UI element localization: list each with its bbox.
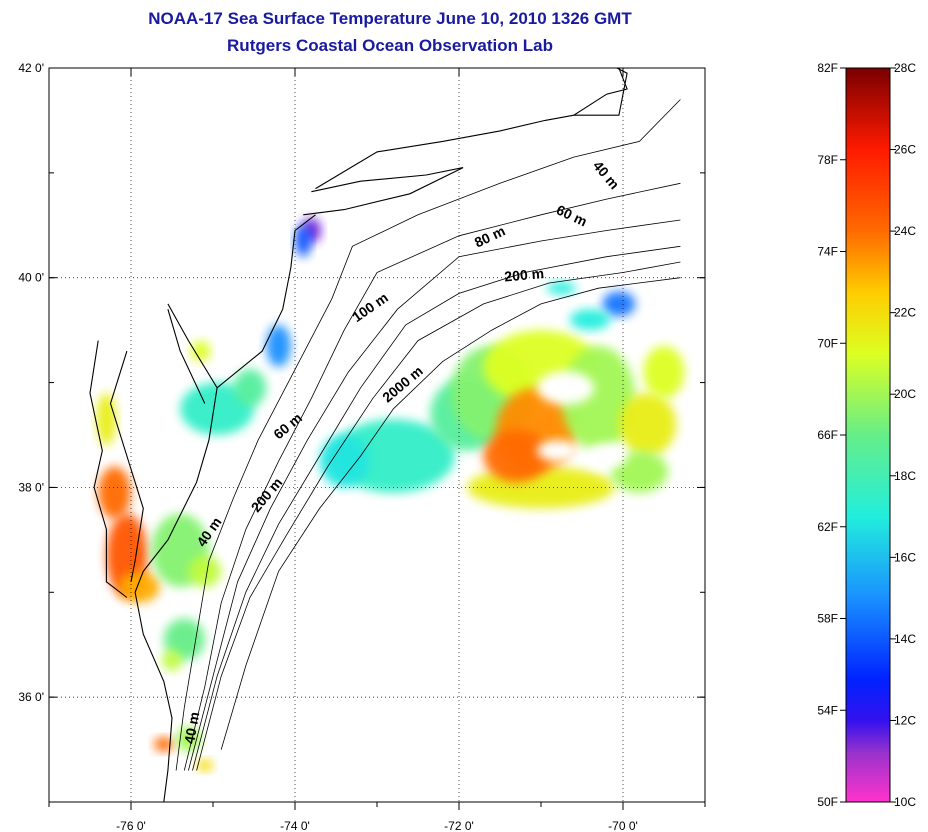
colorbar-bar — [845, 67, 891, 803]
colorbar-f-label: 66F — [817, 428, 838, 442]
coastline-cape-cod — [573, 68, 628, 116]
contour-label: 100 m — [349, 289, 391, 325]
colorbar-c-label: 24C — [894, 224, 916, 238]
sst-patch-slope-cyan-west-b — [319, 435, 369, 488]
colorbar-c-label: 18C — [894, 469, 916, 483]
sst-patch-nj-shelf-patch — [266, 324, 291, 367]
sst-patch-chesapeake-mouth — [118, 571, 160, 603]
cloud-gap — [586, 443, 628, 469]
colorbar-c-label: 26C — [894, 143, 916, 157]
y-tick-label: 40 0' — [18, 271, 44, 285]
colorbar-c-label: 10C — [894, 795, 916, 809]
sst-patch-east-yellow — [618, 393, 677, 456]
x-tick-label: -76 0' — [116, 819, 146, 832]
colorbar-f-label: 50F — [817, 795, 838, 809]
colorbar-c-label: 14C — [894, 632, 916, 646]
sst-patch-hatteras-warm — [153, 736, 174, 752]
sst-patch-virginia-shelf-b — [188, 555, 222, 588]
coastline-delaware-bay-east — [167, 303, 218, 389]
map-title: NOAA-17 Sea Surface Temperature June 10,… — [148, 9, 632, 28]
sst-layer — [96, 217, 685, 772]
contour-label: 200 m — [248, 474, 286, 515]
colorbar-f-label: 70F — [817, 336, 838, 350]
sst-patch-east-green — [561, 345, 636, 451]
sst-patch-hatteras-yellow — [196, 759, 213, 772]
x-tick-label: -74 0' — [280, 819, 310, 832]
sst-patch-south-shelf-cyan — [546, 281, 577, 295]
cloud-layer — [536, 371, 628, 469]
contour-label: 60 m — [554, 202, 590, 230]
colorbar-c-label: 22C — [894, 306, 916, 320]
axis-ticks: -76 0' -74 0' -72 0' -70 0' 42 0' 40 0' 38 0' 3… — [18, 61, 706, 832]
contour-label: 40 m — [181, 711, 202, 745]
sst-patch-delmarva-shelf-b — [233, 368, 267, 407]
cloud-gap — [536, 371, 595, 405]
isobath-layer — [175, 99, 681, 771]
isobath-60m — [183, 182, 681, 771]
sst-patch-nj-coast-cold — [295, 225, 312, 257]
sst-patch-east-yellow-b — [643, 345, 685, 399]
isobath-80m — [188, 219, 681, 771]
sst-patch-shelf-break-cyan — [569, 309, 611, 331]
contour-label: 60 m — [270, 410, 305, 443]
isobath-200m — [196, 261, 681, 771]
colorbar-c-label: 16C — [894, 550, 916, 564]
sst-patch-delaware-bay-mouth — [190, 340, 211, 362]
colorbar-f-label: 78F — [817, 153, 838, 167]
cloud-gap — [536, 440, 578, 462]
x-tick-label: -70 0' — [608, 819, 638, 832]
coastline-mainland — [134, 214, 316, 802]
isobath-100m — [192, 245, 681, 771]
colorbar-c-label: 20C — [894, 387, 916, 401]
sst-patch-shelf-break-blue — [602, 291, 636, 317]
contour-label: 200 m — [504, 265, 545, 284]
contour-label: 80 m — [472, 222, 508, 250]
colorbar-f-label: 74F — [817, 245, 838, 259]
y-tick-label: 42 0' — [18, 61, 44, 75]
colorbar-f-label: 54F — [817, 703, 838, 717]
colorbar-f-label: 62F — [817, 520, 838, 534]
sst-patch-va-south-shelf — [163, 618, 205, 661]
y-tick-label: 36 0' — [18, 690, 44, 704]
coastline-new-england — [315, 68, 628, 190]
map-subtitle: Rutgers Coastal Ocean Observation Lab — [227, 36, 553, 55]
colorbar: 82F 78F 74F 70F 66F 62F 58F 54F 50F 28C 26C 24C 22C 2… — [817, 61, 916, 809]
coastline-chesapeake-east — [109, 350, 144, 582]
isobath-2000m — [220, 277, 681, 750]
colorbar-c-label: 12C — [894, 713, 916, 727]
sst-patch-chesapeake-mid — [98, 466, 131, 519]
colorbar-f-label: 58F — [817, 612, 838, 626]
sst-patch-va-south-shelf-b — [162, 649, 182, 671]
colorbar-c-label: 28C — [894, 61, 916, 75]
colorbar-f-label: 82F — [817, 61, 838, 75]
coastline-chesapeake-west — [89, 340, 128, 598]
sst-patch-warm-core-ring-b — [483, 429, 550, 483]
isobath-40m — [175, 99, 681, 771]
coastline-long-island — [303, 167, 464, 216]
x-tick-label: -72 0' — [444, 819, 474, 832]
coastline-layer — [89, 68, 628, 802]
contour-label: 40 m — [590, 158, 623, 193]
y-tick-label: 38 0' — [18, 480, 44, 494]
coastline-delaware-bay-west — [167, 309, 206, 404]
